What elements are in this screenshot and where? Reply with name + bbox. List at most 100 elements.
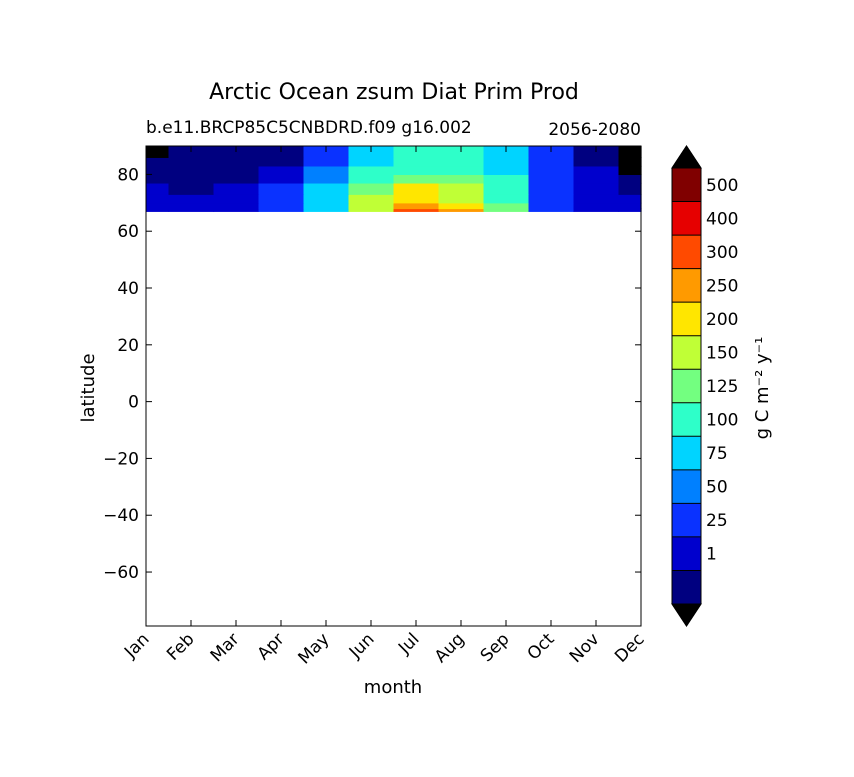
heatmap-cell [573,157,620,167]
heatmap-cell [303,157,350,167]
x-tick-label: Aug [431,629,469,667]
heatmap-cell [573,182,620,195]
x-axis-label: month [364,677,422,698]
heatmap-cell [213,165,260,175]
heatmap-cell [348,194,395,204]
heatmap-cell [483,157,530,167]
plot-area [145,145,642,627]
colorbar-tick-label: 500 [706,176,738,196]
heatmap-cell [146,202,170,210]
heatmap-cell [303,174,350,184]
heatmap-cell [393,165,440,175]
heatmap-cell [348,165,395,175]
colorbar-segment [672,168,701,202]
heatmap-cell [483,165,530,175]
colorbar-segment [672,402,701,437]
heatmap-cell [393,182,440,195]
heatmap-cell [348,174,395,184]
heatmap-cell [146,146,170,158]
colorbar-segment [672,201,701,236]
y-tick-label: −20 [103,449,139,469]
x-tick-label: Sep [477,629,514,666]
heatmap-cell [168,174,215,184]
heatmap-cell [258,194,305,204]
axis-ticks [145,146,642,626]
heatmap-cell [438,165,485,175]
heatmap-cell [146,165,170,175]
heatmap-cell [258,165,305,175]
plot-background [146,146,641,626]
colorbar-tick-label: 300 [706,243,738,263]
heatmap-cell [573,194,620,204]
x-tick-label: May [295,629,334,668]
heatmap-cell [213,194,260,204]
colorbar-tick-label: 150 [706,343,738,363]
y-tick-labels: 80 60 40 20 0 −20 −40 −60 [103,165,139,583]
colorbar-segment [672,570,701,605]
heatmap-cell [438,174,485,184]
heatmap-cell [393,208,440,212]
heatmap-cell [213,202,260,210]
heatmap-cell [146,208,170,212]
colorbar-tick-label: 200 [706,310,738,330]
heatmap-cell [303,165,350,175]
colorbar-segment [672,302,701,337]
heatmap-cell [618,194,642,204]
colorbar-tick-label: 400 [706,209,738,229]
heatmap-cell [258,208,305,212]
heatmap-cell [573,174,620,184]
x-tick-label: Mar [207,629,244,666]
x-tick-labels: Jan Feb Mar Apr May Jun Jul Aug Sep Oct Nov Dec [120,629,648,668]
colorbar-segment [672,369,701,404]
colorbar-segment [672,436,701,471]
heatmap-cell [618,146,642,158]
heatmap-cell [528,174,575,184]
heatmap-cell [258,157,305,167]
plot-frame [145,145,642,627]
y-tick-label: 20 [117,336,139,356]
colorbar-extend-min [671,603,702,627]
colorbar-tick-label: 25 [706,511,728,531]
y-tick-label: 40 [117,279,139,299]
heatmap-cell [393,194,440,204]
heatmap-cell [213,174,260,184]
x-tick-label: Nov [566,629,604,667]
x-tick-label: Jul [394,629,423,658]
chart-title: Arctic Ocean zsum Diat Prim Prod [209,80,579,105]
colorbar-segment [672,503,701,538]
chart-subtitle-left: b.e11.BRCP85C5CNBDRD.f09 g16.002 [146,118,472,138]
heatmap-cell [618,165,642,175]
chart-subtitle-right: 2056-2080 [548,120,641,140]
heatmap-cell [618,182,642,195]
heatmap-cell [438,202,485,210]
heatmap-cell [168,157,215,167]
heatmap-cell [146,174,170,184]
colorbar-extend-max [671,145,702,169]
heatmap-cell [393,202,440,210]
colorbar-tick-label: 50 [706,478,728,498]
heatmap-cell [146,194,170,204]
heatmap-cell [528,194,575,204]
heatmap-cell [528,165,575,175]
heatmap-cell [438,194,485,204]
heatmap-cell [213,157,260,167]
colorbar-segment [672,235,701,270]
heatmap-cell [618,157,642,167]
heatmap-cell [483,208,530,212]
heatmap-cell [528,202,575,210]
colorbar-label: g C m⁻² y⁻¹ [752,337,773,440]
heatmap-cell [146,182,170,195]
heatmap-cell [146,157,170,167]
heatmap-cell [618,208,642,212]
colorbar-tick-label: 75 [706,444,728,464]
heatmap-cell [393,174,440,184]
colorbar-segment [672,335,701,370]
heatmap-cell [348,208,395,212]
heatmap-cell [483,202,530,210]
heatmap-cell [573,208,620,212]
heatmap-cells [146,146,642,212]
heatmap-cell [213,182,260,195]
heatmap-cell [168,202,215,210]
